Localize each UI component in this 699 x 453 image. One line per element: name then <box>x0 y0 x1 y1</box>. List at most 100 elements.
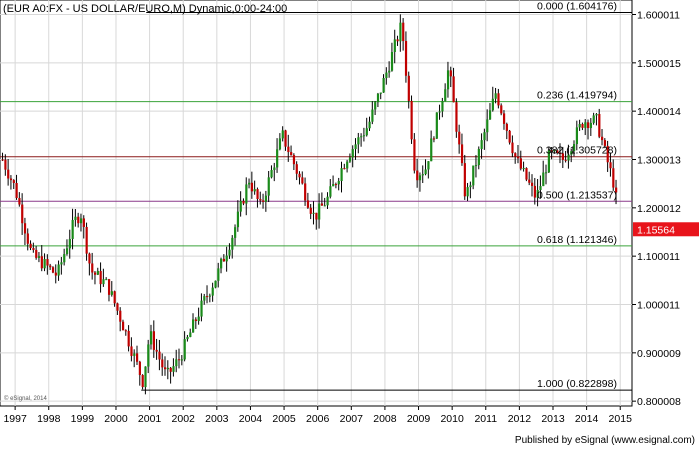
candle-body <box>236 211 240 228</box>
x-tick-label: 2006 <box>306 413 330 425</box>
candle-body <box>217 268 220 281</box>
candle-body <box>281 130 284 139</box>
candle-body <box>444 89 447 101</box>
y-tick-label: 1.000011 <box>637 299 680 311</box>
fib-level-label: 0.000 (1.604176) <box>537 0 617 12</box>
candle-body <box>480 140 483 149</box>
candle-body <box>239 200 242 212</box>
candle-body <box>458 131 461 145</box>
candle-body <box>192 319 195 333</box>
candle-body <box>402 22 405 42</box>
x-tick-label: 2015 <box>609 413 633 425</box>
candle-body <box>68 238 71 249</box>
candle-body <box>116 303 119 311</box>
candle-body <box>253 189 256 192</box>
candle-body <box>264 195 268 202</box>
last-price-tag <box>633 222 699 237</box>
candle-body <box>54 272 57 276</box>
candle-body <box>40 256 43 269</box>
candle-body <box>312 212 315 214</box>
y-tick-label: 1.300013 <box>637 154 681 166</box>
candle-body <box>186 336 189 340</box>
candle-body <box>388 70 391 73</box>
candle-body <box>376 93 380 103</box>
candle-body <box>180 359 184 361</box>
candle-body <box>332 184 335 187</box>
candle-body <box>178 359 181 361</box>
candle-body <box>399 22 402 42</box>
candle-body <box>149 331 153 345</box>
candle-body <box>435 112 438 139</box>
candle-body <box>220 258 223 269</box>
y-tick-label: 1.500015 <box>637 58 681 70</box>
candle-body <box>15 182 18 198</box>
candle-body <box>337 181 340 185</box>
x-tick-label: 1999 <box>71 413 95 425</box>
candle-body <box>292 155 296 165</box>
candle-body <box>99 270 102 285</box>
candle-body <box>93 272 97 275</box>
candle-body <box>214 280 217 288</box>
candle-body <box>449 70 452 77</box>
candle-body <box>609 162 612 169</box>
candle-body <box>536 189 539 198</box>
candle-body <box>107 279 111 295</box>
fib-level-label: 0.500 (1.213537) <box>537 189 617 201</box>
candle-body <box>502 113 506 124</box>
y-tick-label: 1.200012 <box>637 203 681 215</box>
fib-level-label: 1.000 (0.822898) <box>537 378 617 390</box>
candle-body <box>63 254 66 263</box>
candle-body <box>525 168 528 180</box>
candle-body <box>141 375 144 388</box>
candle-body <box>256 189 259 199</box>
candle-body <box>587 122 590 129</box>
candle-body <box>57 264 60 276</box>
candle-body <box>155 349 158 352</box>
candle-body <box>189 332 192 337</box>
candle-body <box>21 204 24 224</box>
candle-body <box>530 182 534 186</box>
candle-body <box>550 150 553 152</box>
candle-body <box>326 196 329 206</box>
candle-body <box>584 122 587 128</box>
candle-body <box>505 123 508 131</box>
x-tick-label: 2005 <box>272 413 296 425</box>
candle-body <box>494 93 497 99</box>
fib-level-label: 0.382 (1.305728) <box>537 145 617 157</box>
candle-body <box>298 173 301 178</box>
candle-body <box>85 226 88 254</box>
y-tick-label: 1.600011 <box>637 9 680 21</box>
candle-body <box>390 52 394 71</box>
candle-body <box>147 344 150 367</box>
candle-body <box>91 263 94 273</box>
candle-body <box>360 136 363 138</box>
candle-body <box>592 115 595 123</box>
candle-body <box>225 255 228 262</box>
candle-body <box>452 76 455 103</box>
x-tick-label: 1997 <box>3 413 27 425</box>
candle-body <box>393 39 396 53</box>
y-tick-label: 1.400014 <box>637 106 681 118</box>
candle-body <box>135 353 139 362</box>
candle-body <box>1 159 4 161</box>
candle-body <box>250 182 254 192</box>
candle-body <box>516 156 520 159</box>
candle-body <box>595 113 598 116</box>
x-tick-label: 2010 <box>440 413 464 425</box>
candle-body <box>208 295 212 297</box>
candle-body <box>556 150 559 154</box>
candle-body <box>295 164 298 174</box>
candle-body <box>287 146 290 153</box>
candle-body <box>438 111 441 113</box>
x-tick-label: 2001 <box>138 413 162 425</box>
x-tick-label: 2004 <box>239 413 263 425</box>
candle-body <box>396 39 399 42</box>
candle-body <box>382 78 385 93</box>
candle-body <box>211 287 214 296</box>
candle-body <box>248 182 251 185</box>
candle-body <box>559 153 562 155</box>
x-tick-label: 2002 <box>172 413 196 425</box>
candle-body <box>35 249 38 258</box>
candle-body <box>497 93 500 106</box>
candle-body <box>606 145 609 163</box>
